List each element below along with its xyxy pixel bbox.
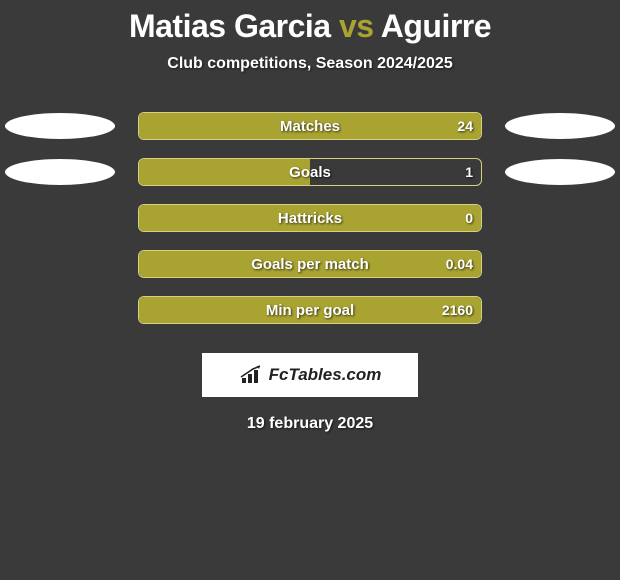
stat-row: Goals per match0.04 [0,241,620,287]
stat-bar: Hattricks0 [138,204,482,232]
stat-bar: Goals per match0.04 [138,250,482,278]
source-badge-text: FcTables.com [269,365,382,385]
player1-ellipse [5,113,115,139]
player2-ellipse [505,113,615,139]
stat-value: 0 [465,205,473,231]
stat-bar-fill [139,251,481,277]
player1-ellipse [5,159,115,185]
stat-row: Goals1 [0,149,620,195]
footer-date: 19 february 2025 [0,415,620,433]
player1-name: Matias Garcia [129,8,331,44]
vs-text: vs [339,8,374,44]
subtitle: Club competitions, Season 2024/2025 [0,55,620,73]
stat-bar-fill [139,159,310,185]
stat-row: Min per goal2160 [0,287,620,333]
stat-bar: Goals1 [138,158,482,186]
stat-row: Hattricks0 [0,195,620,241]
chart-icon [239,364,265,386]
stat-value: 2160 [442,297,473,323]
comparison-title: Matias Garcia vs Aguirre [0,0,620,45]
stat-bar-fill [139,205,481,231]
stats-container: Matches24 Goals1 Hattricks0 Goals per match… [0,103,620,333]
stat-row: Matches24 [0,103,620,149]
source-badge: FcTables.com [202,353,418,397]
stat-value: 24 [457,113,473,139]
stat-bar-fill [139,113,481,139]
stat-bar-fill [139,297,481,323]
player2-name: Aguirre [381,8,491,44]
stat-value: 1 [465,159,473,185]
player2-ellipse [505,159,615,185]
stat-value: 0.04 [446,251,473,277]
stat-bar: Matches24 [138,112,482,140]
stat-bar: Min per goal2160 [138,296,482,324]
